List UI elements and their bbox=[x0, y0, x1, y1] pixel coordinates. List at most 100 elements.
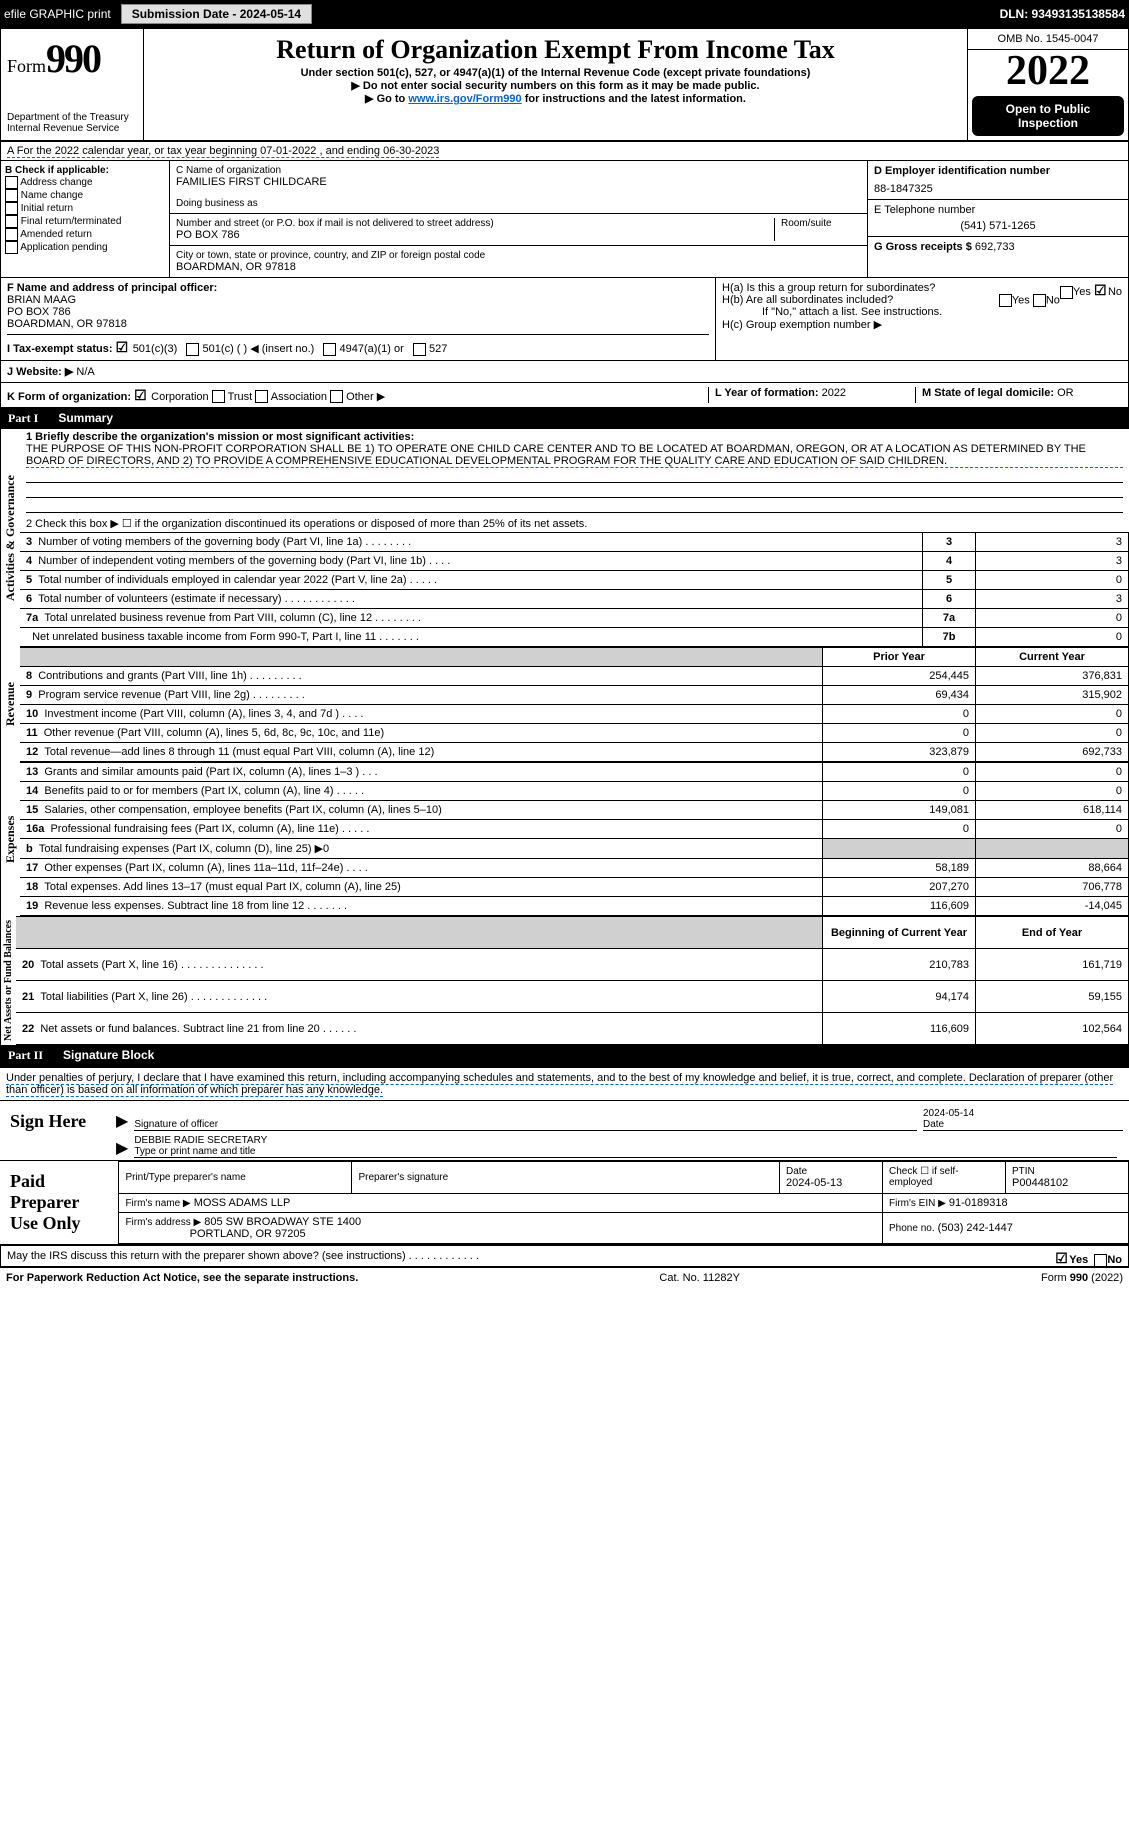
table-row: 17 Other expenses (Part IX, column (A), … bbox=[20, 859, 1129, 878]
opt-corp: Corporation bbox=[151, 391, 208, 403]
check-corp-icon: ☑ bbox=[134, 387, 148, 401]
table-row: 8 Contributions and grants (Part VIII, l… bbox=[20, 667, 1129, 686]
footer-mid: Cat. No. 11282Y bbox=[659, 1272, 740, 1284]
sign-here-label: Sign Here bbox=[0, 1101, 110, 1160]
opt-501c3: 501(c)(3) bbox=[133, 343, 178, 355]
check-assoc[interactable] bbox=[255, 390, 268, 403]
part2-header: Part II Signature Block bbox=[0, 1045, 1129, 1066]
net-table: Beginning of Current YearEnd of Year20 T… bbox=[16, 916, 1129, 1045]
table-header-row: Beginning of Current YearEnd of Year bbox=[16, 917, 1129, 949]
row-k-l-m: K Form of organization: ☑ Corporation Tr… bbox=[0, 383, 1129, 409]
check-initial-label: Initial return bbox=[21, 203, 73, 214]
hb-label: H(b) Are all subordinates included? bbox=[722, 294, 893, 306]
officer-street: PO BOX 786 bbox=[7, 306, 709, 318]
phone-label: E Telephone number bbox=[874, 204, 1122, 216]
q2-checkbox-line: 2 Check this box ▶ ☐ if the organization… bbox=[20, 515, 1129, 532]
website-value: N/A bbox=[76, 366, 94, 378]
officer-label: F Name and address of principal officer: bbox=[7, 282, 709, 294]
table-row: 12 Total revenue—add lines 8 through 11 … bbox=[20, 743, 1129, 762]
footer-right: Form 990 (2022) bbox=[1041, 1272, 1123, 1284]
hb-yes[interactable] bbox=[999, 294, 1012, 307]
ein-value: 88-1847325 bbox=[874, 183, 1122, 195]
room-label: Room/suite bbox=[781, 218, 861, 229]
org-name: FAMILIES FIRST CHILDCARE bbox=[176, 176, 861, 188]
officer-name: BRIAN MAAG bbox=[7, 294, 709, 306]
mission-text: THE PURPOSE OF THIS NON-PROFIT CORPORATI… bbox=[26, 443, 1123, 468]
discuss-row: May the IRS discuss this return with the… bbox=[0, 1246, 1129, 1268]
discuss-text: May the IRS discuss this return with the… bbox=[7, 1250, 479, 1262]
street-value: PO BOX 786 bbox=[176, 229, 774, 241]
ha-no-icon: ☑ bbox=[1094, 282, 1108, 296]
check-final-label: Final return/terminated bbox=[21, 216, 122, 227]
col-b-checkboxes: B Check if applicable: Address change Na… bbox=[1, 161, 170, 277]
check-pending-label: Application pending bbox=[20, 242, 107, 253]
discuss-no[interactable] bbox=[1094, 1254, 1107, 1267]
opt-assoc: Association bbox=[271, 391, 327, 403]
check-trust[interactable] bbox=[212, 390, 225, 403]
hb-no[interactable] bbox=[1033, 294, 1046, 307]
ptin-value: P00448102 bbox=[1012, 1177, 1068, 1189]
tax-year: 2022 bbox=[968, 50, 1128, 92]
preparer-table: Print/Type preparer's name Preparer's si… bbox=[118, 1161, 1129, 1244]
check-address[interactable]: Address change bbox=[5, 176, 165, 189]
check-other[interactable] bbox=[330, 390, 343, 403]
col-c-org-info: C Name of organization FAMILIES FIRST CH… bbox=[170, 161, 867, 277]
form-header: Form990 Department of the Treasury Inter… bbox=[0, 28, 1129, 142]
submission-date-button[interactable]: Submission Date - 2024-05-14 bbox=[121, 4, 312, 24]
org-name-label: C Name of organization bbox=[176, 165, 861, 176]
firm-name-label: Firm's name ▶ bbox=[125, 1198, 190, 1209]
open-public-badge: Open to Public Inspection bbox=[972, 96, 1124, 136]
sign-here-block: Sign Here ▶ Signature of officer 2024-05… bbox=[0, 1100, 1129, 1161]
year-form-label: L Year of formation: bbox=[715, 387, 819, 399]
check-final[interactable]: Final return/terminated bbox=[5, 215, 165, 228]
arrow-icon: ▶ bbox=[116, 1111, 128, 1131]
firm-ein-label: Firm's EIN ▶ bbox=[889, 1198, 946, 1209]
footer-left: For Paperwork Reduction Act Notice, see … bbox=[6, 1272, 358, 1284]
check-501c[interactable] bbox=[186, 343, 199, 356]
firm-addr-label: Firm's address ▶ bbox=[125, 1217, 201, 1228]
mission-label: 1 Briefly describe the organization's mi… bbox=[26, 431, 1123, 443]
prep-date-value: 2024-05-13 bbox=[786, 1177, 842, 1189]
opt-trust: Trust bbox=[228, 391, 253, 403]
gross-label: G Gross receipts $ bbox=[874, 241, 972, 253]
ha-no-label: No bbox=[1108, 286, 1122, 298]
table-row: 11 Other revenue (Part VIII, column (A),… bbox=[20, 724, 1129, 743]
table-row: 5 Total number of individuals employed i… bbox=[20, 571, 1129, 590]
treasury-label: Department of the Treasury Internal Reve… bbox=[7, 112, 137, 134]
table-row: 6 Total number of volunteers (estimate i… bbox=[20, 590, 1129, 609]
table-row: 7a Total unrelated business revenue from… bbox=[20, 609, 1129, 628]
irs-link[interactable]: www.irs.gov/Form990 bbox=[408, 93, 521, 105]
check-initial[interactable]: Initial return bbox=[5, 202, 165, 215]
part1-num: Part I bbox=[8, 411, 38, 426]
part2-num: Part II bbox=[8, 1048, 43, 1063]
return-title: Return of Organization Exempt From Incom… bbox=[148, 35, 963, 65]
col-b-title: B Check if applicable: bbox=[5, 165, 165, 176]
ha-yes-label: Yes bbox=[1073, 286, 1091, 298]
footer-year: 2022 bbox=[1095, 1272, 1119, 1284]
check-pending[interactable]: Application pending bbox=[5, 241, 165, 254]
ha-yes[interactable] bbox=[1060, 286, 1073, 299]
footer-form-num: 990 bbox=[1070, 1272, 1088, 1284]
section-fh: F Name and address of principal officer:… bbox=[0, 278, 1129, 361]
expenses-section: Expenses 13 Grants and similar amounts p… bbox=[0, 762, 1129, 916]
footer: For Paperwork Reduction Act Notice, see … bbox=[0, 1268, 1129, 1288]
efile-label: efile GRAPHIC print bbox=[4, 7, 111, 21]
discuss-yes-icon: ☑ bbox=[1055, 1250, 1069, 1264]
table-row: 13 Grants and similar amounts paid (Part… bbox=[20, 763, 1129, 782]
form-990-label: Form990 bbox=[7, 35, 137, 82]
check-4947[interactable] bbox=[323, 343, 336, 356]
check-527[interactable] bbox=[413, 343, 426, 356]
table-row: 4 Number of independent voting members o… bbox=[20, 552, 1129, 571]
check-name[interactable]: Name change bbox=[5, 189, 165, 202]
penalty-content: Under penalties of perjury, I declare th… bbox=[6, 1072, 1113, 1097]
side-label-activities: Activities & Governance bbox=[0, 429, 20, 647]
table-row: Net unrelated business taxable income fr… bbox=[20, 628, 1129, 647]
firm-phone: (503) 242-1447 bbox=[938, 1222, 1013, 1234]
table-row: 22 Net assets or fund balances. Subtract… bbox=[16, 1013, 1129, 1045]
check-amended[interactable]: Amended return bbox=[5, 228, 165, 241]
subtitle-1: Under section 501(c), 527, or 4947(a)(1)… bbox=[148, 67, 963, 79]
table-row: 15 Salaries, other compensation, employe… bbox=[20, 801, 1129, 820]
revenue-table: Prior YearCurrent Year8 Contributions an… bbox=[20, 647, 1129, 762]
prep-self-employed: Check ☐ if self-employed bbox=[883, 1162, 1006, 1193]
table-row: 3 Number of voting members of the govern… bbox=[20, 533, 1129, 552]
